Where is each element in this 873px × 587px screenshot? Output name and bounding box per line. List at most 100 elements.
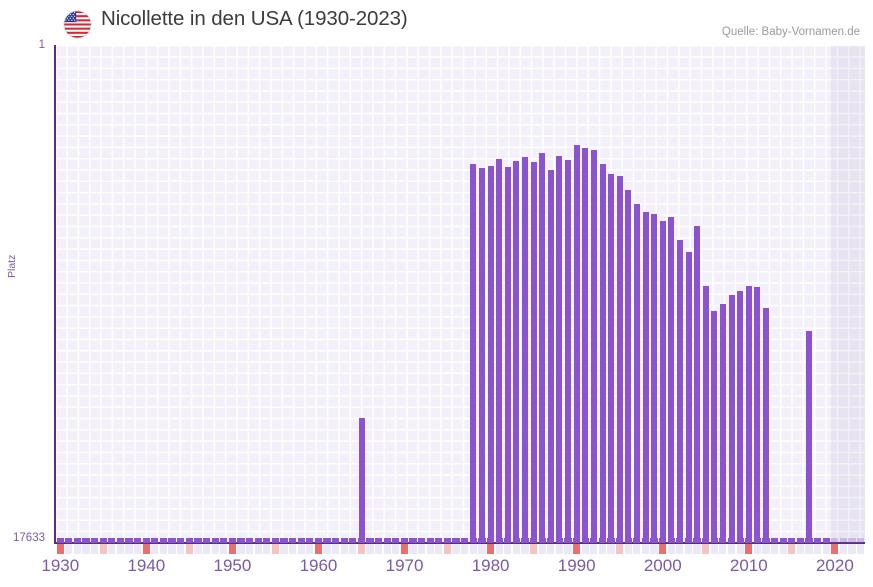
year-mark	[667, 538, 675, 543]
year-mark	[727, 538, 736, 543]
year-mark	[745, 538, 753, 543]
year-mark	[237, 538, 245, 543]
minor-tick	[684, 544, 693, 554]
minor-tick	[159, 544, 168, 554]
bar	[685, 251, 692, 543]
half-decade-tick	[529, 544, 538, 554]
year-mark	[633, 538, 641, 543]
year-mark	[159, 538, 168, 543]
minor-tick	[839, 544, 847, 554]
year-mark	[736, 538, 744, 543]
year-mark	[357, 538, 366, 543]
year-mark	[753, 538, 761, 543]
year-mark	[185, 538, 193, 543]
half-decade-tick	[443, 544, 452, 554]
year-mark	[839, 538, 847, 543]
year-mark	[469, 538, 477, 543]
minor-tick	[375, 544, 383, 554]
decade-tick	[56, 544, 64, 554]
bar	[590, 150, 597, 543]
year-mark	[271, 538, 279, 543]
year-mark	[572, 538, 581, 543]
minor-tick	[753, 544, 761, 554]
half-decade-tick	[271, 544, 279, 554]
minor-tick	[452, 544, 460, 554]
minor-tick	[805, 544, 813, 554]
year-mark	[375, 538, 383, 543]
year-mark	[616, 538, 624, 543]
minor-tick	[624, 544, 632, 554]
bar	[702, 285, 709, 543]
year-mark	[73, 538, 82, 543]
year-mark	[280, 538, 288, 543]
year-mark	[116, 538, 125, 543]
year-mark	[349, 538, 357, 543]
minor-tick	[547, 544, 555, 554]
year-mark	[220, 538, 228, 543]
bar	[556, 155, 563, 543]
minor-tick	[108, 544, 116, 554]
bar	[470, 164, 477, 543]
year-mark	[538, 538, 546, 543]
y-axis-tick-top: 1	[38, 39, 45, 51]
year-mark	[306, 538, 314, 543]
bar	[711, 310, 718, 543]
y-axis-ticks: 1 17633	[0, 0, 54, 587]
minor-tick	[693, 544, 701, 554]
year-mark	[641, 538, 650, 543]
year-mark	[91, 538, 99, 543]
minor-tick	[495, 544, 503, 554]
year-mark	[383, 538, 391, 543]
year-mark	[676, 538, 684, 543]
year-mark	[624, 538, 632, 543]
year-mark	[659, 538, 667, 543]
minor-tick	[194, 544, 202, 554]
bar	[599, 163, 606, 543]
bar	[573, 144, 580, 543]
x-axis-tick-label: 1960	[299, 556, 338, 575]
x-axis-tick-label: 1950	[213, 556, 252, 575]
year-mark	[813, 538, 822, 543]
bar	[642, 212, 649, 543]
x-axis-tick-labels: 1930 1940 1950 1960 1970 1980 1990 2000 2010 2020	[0, 556, 873, 584]
minor-tick	[736, 544, 744, 554]
x-axis-line	[54, 542, 865, 544]
year-mark	[151, 538, 159, 543]
year-mark	[65, 538, 73, 543]
x-axis-tick-label: 1980	[471, 556, 510, 575]
bar	[694, 226, 701, 543]
x-axis-tick-label: 1940	[127, 556, 166, 575]
year-mark	[796, 538, 804, 543]
year-mark	[650, 538, 658, 543]
bar	[522, 157, 529, 543]
year-mark	[762, 538, 770, 543]
minor-tick	[392, 544, 400, 554]
year-mark	[598, 538, 606, 543]
year-mark	[805, 538, 813, 543]
y-axis-title: Platz	[6, 254, 18, 278]
minor-tick	[555, 544, 563, 554]
year-mark	[452, 538, 460, 543]
minor-tick	[332, 544, 340, 554]
plot-area	[56, 46, 865, 543]
year-mark	[521, 538, 529, 543]
bar	[728, 295, 735, 543]
minor-tick	[856, 544, 865, 554]
minor-tick	[710, 544, 718, 554]
source-credit: Quelle: Baby-Vornamen.de	[721, 26, 860, 38]
year-mark	[99, 538, 107, 543]
year-mark	[56, 538, 64, 543]
bar	[763, 308, 770, 543]
decade-tick	[314, 544, 322, 554]
minor-tick	[82, 544, 90, 554]
year-mark	[779, 538, 787, 543]
minor-tick	[151, 544, 159, 554]
year-mark	[710, 538, 718, 543]
decade-tick	[228, 544, 236, 554]
bar	[668, 216, 675, 543]
decade-tick	[831, 544, 839, 554]
bar	[754, 286, 761, 543]
minor-tick	[461, 544, 469, 554]
year-mark	[314, 538, 322, 543]
year-mark	[831, 538, 839, 543]
